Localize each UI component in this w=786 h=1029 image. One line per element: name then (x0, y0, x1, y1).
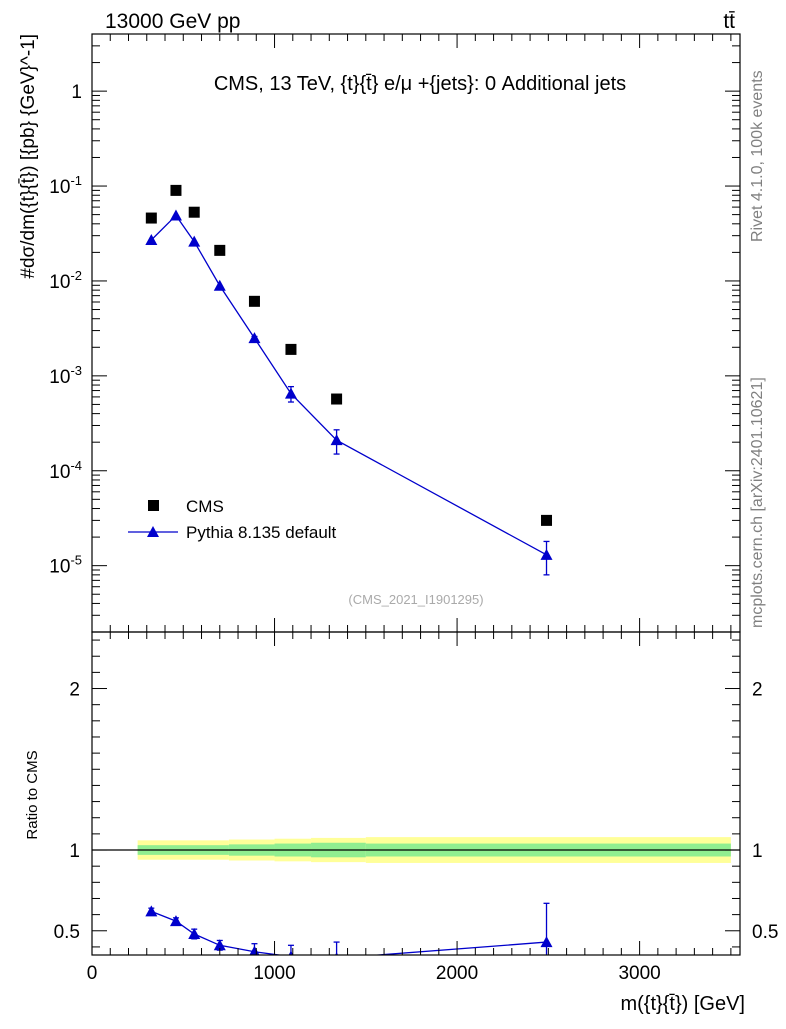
ratio-pythia-point (288, 950, 294, 955)
main-y-tick-label: 10-5 (49, 553, 82, 578)
ratio-y-tick-label: 2 (69, 680, 80, 701)
pythia-point (248, 332, 261, 344)
main-chart-title: CMS, 13 TeV, {t}{t̄} e/μ +{jets}: 0 Addi… (214, 73, 626, 95)
ratio-pythia-point (213, 939, 226, 951)
pythia-point (169, 209, 182, 221)
main-axis-ticks (91, 33, 740, 633)
header-right: tt̄ (723, 10, 735, 33)
ratio-y-tick-label: 0.5 (54, 922, 80, 943)
main-y-tick-labels: 10-5 10-4 10-3 10-2 10-1 1 (49, 82, 82, 578)
main-y-tick-label: 10-1 (49, 173, 82, 198)
ratio-axis-ticks (91, 632, 740, 955)
cms-point (145, 212, 157, 224)
analysis-reference-label: (CMS_2021_I1901295) (348, 592, 483, 607)
pythia-point (188, 235, 201, 247)
pythia-point (540, 548, 553, 560)
ratio-y-tick-label: 1 (69, 841, 80, 862)
x-tick-label: 3000 (618, 963, 660, 984)
pythia-point (330, 434, 343, 446)
x-axis-label: m({t}{t̄}) [GeV] (620, 993, 745, 1015)
main-plot-frame (91, 33, 741, 633)
ratio-pythia-point (335, 952, 339, 955)
legend-cms-marker (148, 500, 159, 511)
cms-point (541, 514, 553, 526)
ratio-panel: 0.5 0.5 1 1 2 2 0 1000 2000 3000 Ratio to CMS m({… (24, 631, 779, 1015)
ratio-tick-labels: 0.5 0.5 1 1 2 2 0 1000 2000 3000 (54, 680, 779, 984)
cms-point (248, 295, 260, 307)
ratio-pythia-point (188, 928, 201, 940)
main-y-axis-label: #dσ/dm({t}{t̄}) [{pb} {GeV}^-1] (18, 34, 39, 279)
x-tick-label: 0 (87, 963, 98, 984)
ratio-plot-frame (91, 631, 741, 956)
cms-point (170, 184, 182, 196)
ratio-series-marks (145, 902, 553, 955)
legend-pythia-label: Pythia 8.135 default (186, 523, 337, 542)
ratio-y-tick-label-right: 0.5 (752, 922, 778, 943)
main-y-tick-label: 10-3 (49, 363, 82, 388)
main-y-tick-label: 1 (71, 82, 82, 103)
ratio-pythia-line (151, 910, 547, 955)
ratio-y-tick-label-right: 1 (752, 841, 763, 862)
ratio-y-tick-label-right: 2 (752, 680, 763, 701)
ratio-pythia-point (145, 905, 158, 917)
cms-point (331, 393, 343, 405)
cms-point (188, 206, 200, 218)
x-tick-label: 2000 (436, 963, 478, 984)
main-series-marks (145, 184, 553, 576)
header-left: 13000 GeV pp (105, 10, 240, 33)
rivet-version-label: Rivet 4.1.0, 100k events (749, 70, 766, 242)
main-y-tick-label: 10-4 (49, 458, 82, 483)
main-panel: 10-5 10-4 10-3 10-2 10-1 1 CMS, 13 TeV, {t}{t… (18, 33, 741, 633)
ratio-y-axis-label: Ratio to CMS (24, 750, 41, 839)
legend-pythia-marker (147, 526, 159, 537)
legend-cms-label: CMS (186, 497, 224, 516)
cms-point (285, 343, 297, 355)
main-y-tick-label: 10-2 (49, 268, 82, 293)
mcplots-site-label: mcplots.cern.ch [arXiv:2401.10621] (749, 377, 766, 628)
pythia-point (145, 234, 158, 246)
legend: CMS Pythia 8.135 default (128, 497, 337, 542)
ratio-pythia-point (249, 945, 260, 955)
x-tick-label: 1000 (253, 963, 295, 984)
ratio-pythia-point (540, 936, 553, 948)
pythia-point (284, 387, 297, 399)
cms-point (214, 244, 226, 256)
pythia-point (213, 279, 226, 291)
ratio-pythia-point (169, 915, 182, 927)
